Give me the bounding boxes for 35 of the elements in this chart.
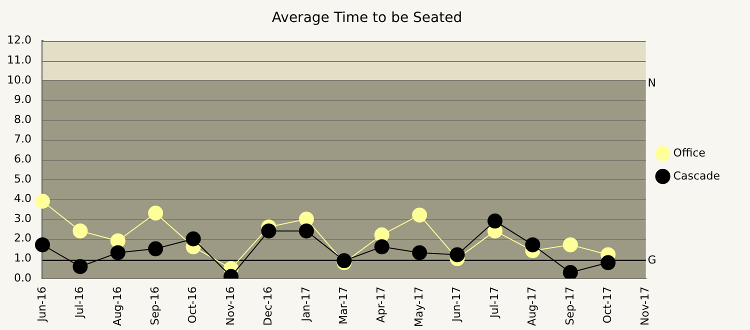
x-tick-label: Nov-17 xyxy=(638,286,652,326)
y-tick-label: 0.0 xyxy=(14,271,32,284)
y-tick-label: 5.0 xyxy=(14,172,32,186)
y-tick-label: 6.0 xyxy=(14,152,32,166)
chart-title: Average Time to be Seated xyxy=(272,10,462,26)
x-tick-label: Sep-17 xyxy=(563,286,576,326)
y-tick-label: 12.0 xyxy=(6,34,32,47)
legend-label: Office xyxy=(673,146,706,160)
x-tick-label: May-17 xyxy=(412,286,426,327)
y-tick-label: 1.0 xyxy=(14,252,32,265)
y-tick-label: 11.0 xyxy=(6,53,32,66)
y-tick-label: 3.0 xyxy=(14,212,32,225)
y-tick-label: 2.0 xyxy=(14,232,32,245)
x-tick-label: Jan-17 xyxy=(299,286,312,322)
x-tick-label: Apr-17 xyxy=(374,286,388,323)
x-tick-label: Jul-17 xyxy=(488,286,501,319)
x-tick-label: Jun-17 xyxy=(450,286,464,323)
ref-line-label: G xyxy=(648,253,656,266)
legend-label: Cascade xyxy=(673,169,720,182)
x-tick-label: Mar-17 xyxy=(337,286,350,325)
y-tick-label: 10.0 xyxy=(6,73,32,86)
x-tick-label: Oct-16 xyxy=(186,286,200,324)
band-label: N xyxy=(648,76,656,90)
y-tick-label: 9.0 xyxy=(14,93,32,106)
y-tick-label: 4.0 xyxy=(14,192,32,206)
x-tick-label: Oct-17 xyxy=(600,286,614,324)
y-tick-label: 7.0 xyxy=(14,132,32,146)
x-tick-label: Dec-16 xyxy=(262,286,275,326)
x-tick-label: Jun-16 xyxy=(35,286,48,323)
x-tick-label: Nov-16 xyxy=(224,286,237,326)
x-tick-label: Aug-16 xyxy=(110,286,124,326)
x-tick-label: Sep-16 xyxy=(148,286,162,326)
y-tick-label: 8.0 xyxy=(14,112,32,126)
x-tick-label: Aug-17 xyxy=(526,286,539,326)
x-tick-label: Jul-16 xyxy=(73,286,86,319)
